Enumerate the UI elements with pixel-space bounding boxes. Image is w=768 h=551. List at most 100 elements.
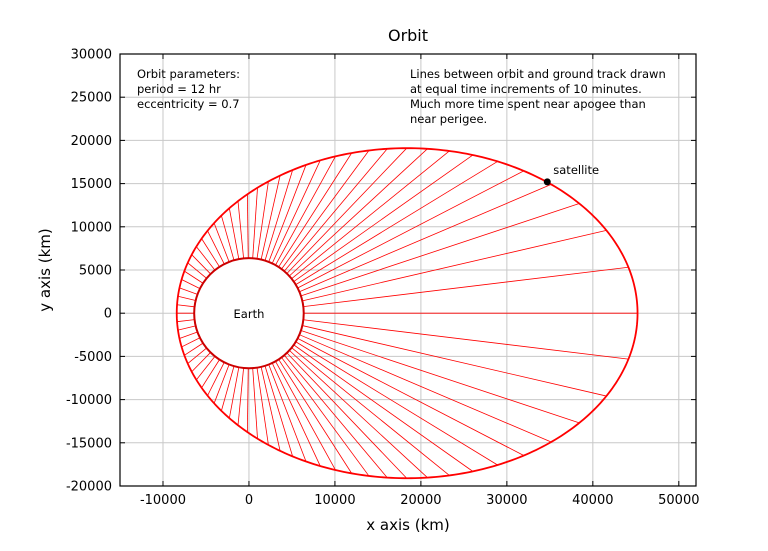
ground-track-line-24 [221,215,235,261]
ground-track-line-69 [300,330,580,424]
orbit-series [175,147,639,480]
x-tick-label-4: 30000 [486,493,527,508]
orbit-ellipse [175,147,639,480]
ground-track-line-13 [278,152,353,268]
y-tick-label-3: -5000 [74,350,112,365]
ground-track-line-59 [278,359,353,474]
ground-track-line-2 [302,229,607,302]
ground-track-line-1 [303,266,629,308]
ground-track-line-4 [299,184,552,293]
ground-track-line-20 [252,187,258,259]
ground-track-line-35 [176,304,195,308]
ground-track-line-51 [246,368,249,433]
ground-track-line-21 [246,194,249,259]
ground-track-line-55 [264,365,294,457]
y-tick-label-4: 0 [104,307,112,322]
satellite-marker [543,178,551,186]
ground-track-line-49 [228,367,240,419]
ground-track-line-61 [284,354,388,478]
y-tick-label-0: -20000 [66,480,112,495]
ground-track-line-26 [207,230,225,265]
earth-circle [193,257,305,370]
ground-track-line-27 [201,238,220,268]
ground-track-line-16 [268,164,307,263]
ground-track-line-22 [237,201,244,259]
ground-track-line-30 [187,262,207,279]
ground-track-line-39 [179,331,198,339]
y-axis-title: y axis (km) [36,228,54,311]
ground-track-line-23 [228,208,240,260]
ground-track-line-57 [271,362,321,467]
ground-track-line-64 [291,347,450,476]
satellite-group [543,178,551,186]
ground-track-line-65 [293,344,474,472]
ground-track-line-37 [176,319,195,323]
ground-track-line-68 [299,334,552,443]
ground-track-line-14 [275,156,336,266]
ground-track-line-8 [291,150,450,279]
ground-track-lines [176,147,638,479]
ground-track-line-50 [237,367,244,426]
ground-track-line-28 [196,246,216,271]
ground-track-line-5 [297,170,524,289]
y-tick-label-8: 20000 [71,134,112,149]
ground-track-line-31 [184,270,204,284]
ground-track-line-52 [252,368,258,439]
y-tick-label-2: -10000 [66,393,112,408]
x-tick-label-2: 10000 [314,493,355,508]
description-line-3: Much more time spent near apogee than [410,97,646,111]
ground-track-line-71 [303,319,629,360]
ground-track-line-54 [260,366,281,451]
ground-track-line-19 [256,181,269,259]
earth-circle-group [193,257,305,370]
x-tick-label-3: 20000 [400,493,441,508]
y-tick-label-10: 30000 [71,48,112,63]
ground-track-line-34 [177,295,196,301]
y-tick-label-6: 10000 [71,220,112,235]
ground-track-line-66 [295,341,498,466]
ground-track-line-9 [289,148,428,277]
y-tick-label-7: 15000 [71,177,112,192]
ground-track-line-18 [260,175,281,260]
ground-track-line-45 [201,359,220,389]
satellite-label: satellite [553,163,599,177]
ground-track-line-10 [286,147,407,274]
ground-track-line-7 [293,154,474,282]
ground-track-line-11 [284,148,388,272]
ground-track-line-67 [297,338,524,456]
x-tick-label-6: 50000 [658,493,699,508]
y-tick-label-9: 25000 [71,91,112,106]
ground-track-line-32 [181,279,201,289]
description-line-4: near perigee. [410,112,487,126]
ground-track-line-40 [181,337,201,348]
ground-track-line-47 [213,364,230,404]
x-tick-label-5: 40000 [572,493,613,508]
ground-track-line-29 [191,254,211,275]
axis-ticks: -10000 0 10000 20000 30000 40000 50000-20000-1… [66,48,700,509]
ground-track-line-12 [281,150,370,270]
params-line-2: period = 12 hr [137,82,221,96]
x-tick-label-0: -10000 [140,493,186,508]
ground-track-line-44 [196,356,216,381]
ground-track-line-53 [256,367,269,446]
params-line-1: Orbit parameters: [137,67,240,81]
ground-track-line-46 [207,362,225,396]
description-line-1: Lines between orbit and ground track dra… [410,67,666,81]
ground-track-line-58 [275,361,336,471]
earth-label: Earth [234,307,265,321]
y-tick-label-5: 5000 [79,264,112,279]
ground-track-line-38 [177,325,196,331]
x-tick-label-1: 0 [245,493,253,508]
ground-track-line-6 [295,161,498,285]
ground-track-line-63 [289,350,428,478]
ground-track-line-60 [281,357,370,477]
description-note: Lines between orbit and ground track dra… [410,67,669,126]
params-line-3: eccentricity = 0.7 [137,97,240,111]
ground-track-line-3 [300,203,580,297]
ground-track-line-15 [271,160,321,264]
ground-track-line-70 [302,325,607,397]
ground-track-line-62 [286,352,407,479]
x-axis-title: x axis (km) [366,516,449,534]
description-line-2: at equal time increments of 10 minutes. [410,82,642,96]
